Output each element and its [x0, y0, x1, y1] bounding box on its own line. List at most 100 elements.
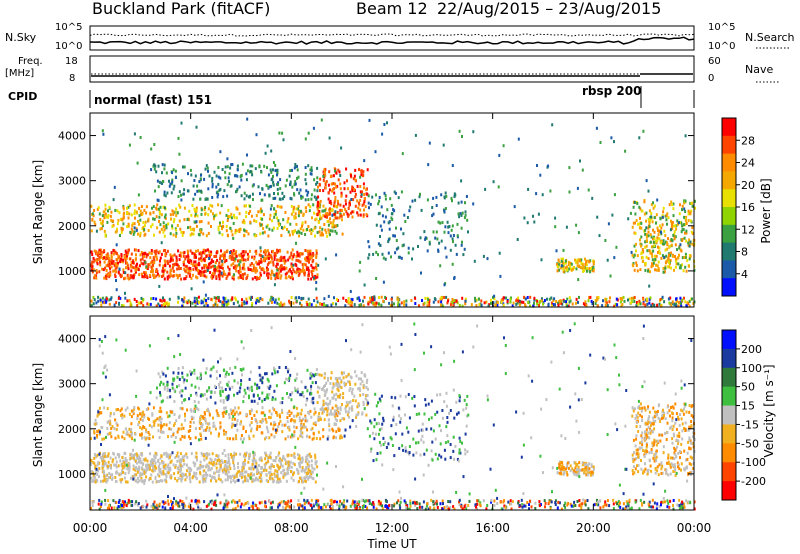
- echo-cell: [233, 215, 236, 219]
- echo-cell: [312, 126, 315, 130]
- echo-cell: [176, 459, 179, 463]
- echo-cell: [194, 475, 197, 479]
- echo-cell: [147, 303, 150, 306]
- echo-cell: [161, 269, 164, 273]
- echo-cell: [366, 168, 369, 172]
- echo-cell: [219, 150, 222, 154]
- echo-cell: [174, 477, 177, 481]
- echo-cell: [98, 251, 101, 255]
- echo-cell: [310, 459, 313, 463]
- echo-cell: [111, 477, 114, 481]
- nsky-tick-top: 10^5: [55, 22, 82, 33]
- echo-cell: [287, 258, 290, 262]
- echo-cell: [271, 477, 274, 481]
- echo-cell: [585, 259, 588, 263]
- echo-cell: [687, 241, 690, 245]
- echo-cell: [222, 368, 225, 372]
- echo-cell: [335, 412, 337, 416]
- echo-cell: [152, 256, 155, 260]
- echo-cell: [155, 215, 158, 219]
- echo-cell: [314, 381, 317, 385]
- echo-cell: [268, 193, 271, 197]
- echo-cell: [125, 266, 127, 270]
- echo-cell: [480, 303, 483, 307]
- echo-cell: [635, 264, 638, 267]
- echo-cell: [256, 467, 259, 471]
- colorbar-tick-label: 8: [741, 246, 748, 259]
- echo-cell: [207, 213, 210, 217]
- echo-cell: [170, 476, 173, 480]
- echo-cell: [141, 479, 144, 483]
- echo-cell: [658, 246, 661, 250]
- echo-cell: [289, 182, 292, 186]
- echo-cell: [649, 251, 652, 255]
- echo-cell: [281, 430, 284, 434]
- echo-cell: [150, 265, 153, 269]
- echo-cell: [138, 460, 140, 464]
- echo-cell: [222, 270, 225, 274]
- echo-cell: [165, 475, 168, 478]
- echo-cell: [200, 251, 203, 255]
- echo-cell: [187, 218, 190, 222]
- echo-cell: [249, 170, 252, 173]
- echo-cell: [279, 264, 282, 268]
- echo-cell: [248, 388, 251, 392]
- echo-cell: [140, 205, 143, 208]
- echo-cell: [142, 410, 145, 414]
- echo-cell: [114, 436, 117, 440]
- echo-cell: [181, 401, 183, 405]
- echo-cell: [240, 434, 243, 437]
- echo-cell: [555, 300, 558, 303]
- echo-cell: [241, 461, 244, 465]
- echo-cell: [91, 212, 94, 216]
- echo-cell: [432, 196, 435, 200]
- echo-cell: [290, 476, 293, 480]
- echo-cell: [461, 304, 464, 308]
- freq-unit: [MHz]: [5, 68, 34, 79]
- echo-cell: [185, 475, 188, 479]
- echo-cell: [175, 259, 178, 263]
- echo-cell: [140, 301, 143, 305]
- echo-cell: [243, 300, 246, 304]
- echo-cell: [240, 476, 243, 480]
- echo-cell: [245, 412, 248, 416]
- echo-cell: [427, 298, 430, 302]
- echo-cell: [163, 277, 166, 281]
- echo-cell: [215, 370, 218, 374]
- echo-cell: [202, 429, 205, 432]
- echo-cell: [316, 176, 319, 180]
- echo-cell: [311, 426, 314, 430]
- echo-cell: [272, 168, 274, 172]
- echo-cell: [107, 254, 110, 258]
- echo-cell: [121, 466, 124, 470]
- echo-cell: [224, 432, 227, 436]
- echo-cell: [118, 473, 121, 477]
- echo-cell: [611, 213, 614, 217]
- echo-cell: [672, 224, 675, 228]
- echo-cell: [237, 259, 239, 263]
- echo-cell: [255, 461, 258, 465]
- echo-cell: [388, 220, 391, 224]
- colorbar-swatch: [722, 171, 736, 190]
- echo-cell: [194, 192, 197, 196]
- echo-cell: [225, 469, 227, 473]
- echo-cell: [667, 265, 670, 269]
- echo-cell: [161, 424, 164, 428]
- echo-cell: [140, 261, 143, 265]
- station-title: Buckland Park (fitACF): [92, 0, 270, 18]
- echo-cell: [261, 217, 264, 221]
- echo-cell: [364, 205, 367, 209]
- echo-cell: [147, 431, 150, 434]
- echo-cell: [205, 164, 208, 168]
- echo-cell: [259, 273, 262, 277]
- echo-cell: [290, 270, 293, 274]
- echo-cell: [136, 476, 139, 480]
- echo-cell: [265, 183, 268, 187]
- echo-cell: [182, 254, 185, 258]
- echo-cell: [231, 371, 234, 375]
- echo-cell: [405, 303, 408, 307]
- echo-cell: [314, 265, 317, 269]
- echo-cell: [222, 296, 225, 300]
- echo-cell: [640, 252, 643, 256]
- echo-cell: [151, 463, 154, 467]
